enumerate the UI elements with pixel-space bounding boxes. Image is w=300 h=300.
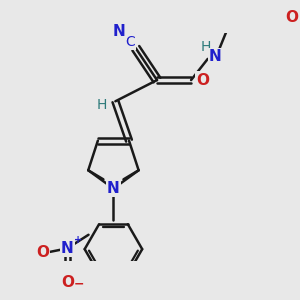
Text: H: H [97, 98, 107, 112]
Text: −: − [74, 277, 85, 290]
Text: O: O [36, 245, 49, 260]
Text: N: N [113, 24, 125, 39]
Text: N: N [61, 241, 74, 256]
Text: N: N [209, 49, 222, 64]
Text: +: + [74, 235, 82, 245]
Text: O: O [197, 73, 210, 88]
Text: C: C [125, 35, 135, 49]
Text: H: H [200, 40, 211, 54]
Text: N: N [107, 181, 120, 196]
Text: O: O [285, 10, 298, 25]
Text: O: O [61, 275, 74, 290]
